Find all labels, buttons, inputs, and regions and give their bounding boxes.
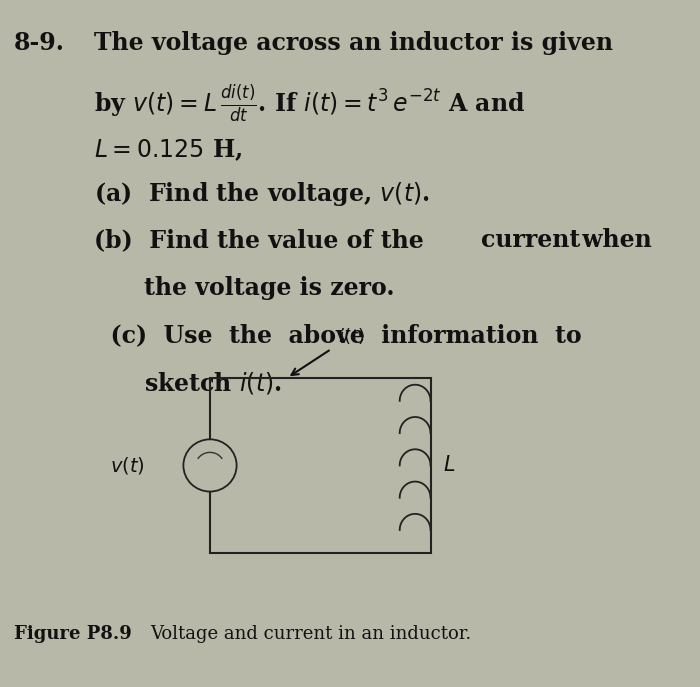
Text: Voltage and current in an inductor.: Voltage and current in an inductor.	[150, 625, 472, 643]
Text: The voltage across an inductor is given: The voltage across an inductor is given	[94, 31, 613, 55]
Bar	[210, 378, 430, 553]
Text: $v(t)$: $v(t)$	[110, 455, 145, 476]
Text: Figure P8.9: Figure P8.9	[14, 625, 132, 643]
Text: $i(t)$: $i(t)$	[338, 326, 365, 346]
Text: $L$: $L$	[443, 455, 456, 475]
Text: (a)  Find the voltage, $v(t)$.: (a) Find the voltage, $v(t)$.	[94, 180, 430, 208]
Text: current: current	[481, 228, 580, 252]
Text: sketch $i(t)$.: sketch $i(t)$.	[144, 370, 281, 396]
Text: by $v(t) = L\,\frac{di(t)}{dt}$. If $i(t) = t^3\,e^{-2t}$ A and: by $v(t) = L\,\frac{di(t)}{dt}$. If $i(t…	[94, 82, 526, 124]
Text: 8-9.: 8-9.	[14, 31, 65, 55]
Text: when: when	[574, 228, 652, 252]
Text: $L = 0.125$ H,: $L = 0.125$ H,	[94, 137, 243, 163]
Circle shape	[183, 440, 237, 492]
Text: (b)  Find the value of the: (b) Find the value of the	[94, 228, 433, 252]
Text: (c)  Use  the  above  information  to: (c) Use the above information to	[94, 323, 582, 347]
Text: the voltage is zero.: the voltage is zero.	[144, 276, 394, 300]
